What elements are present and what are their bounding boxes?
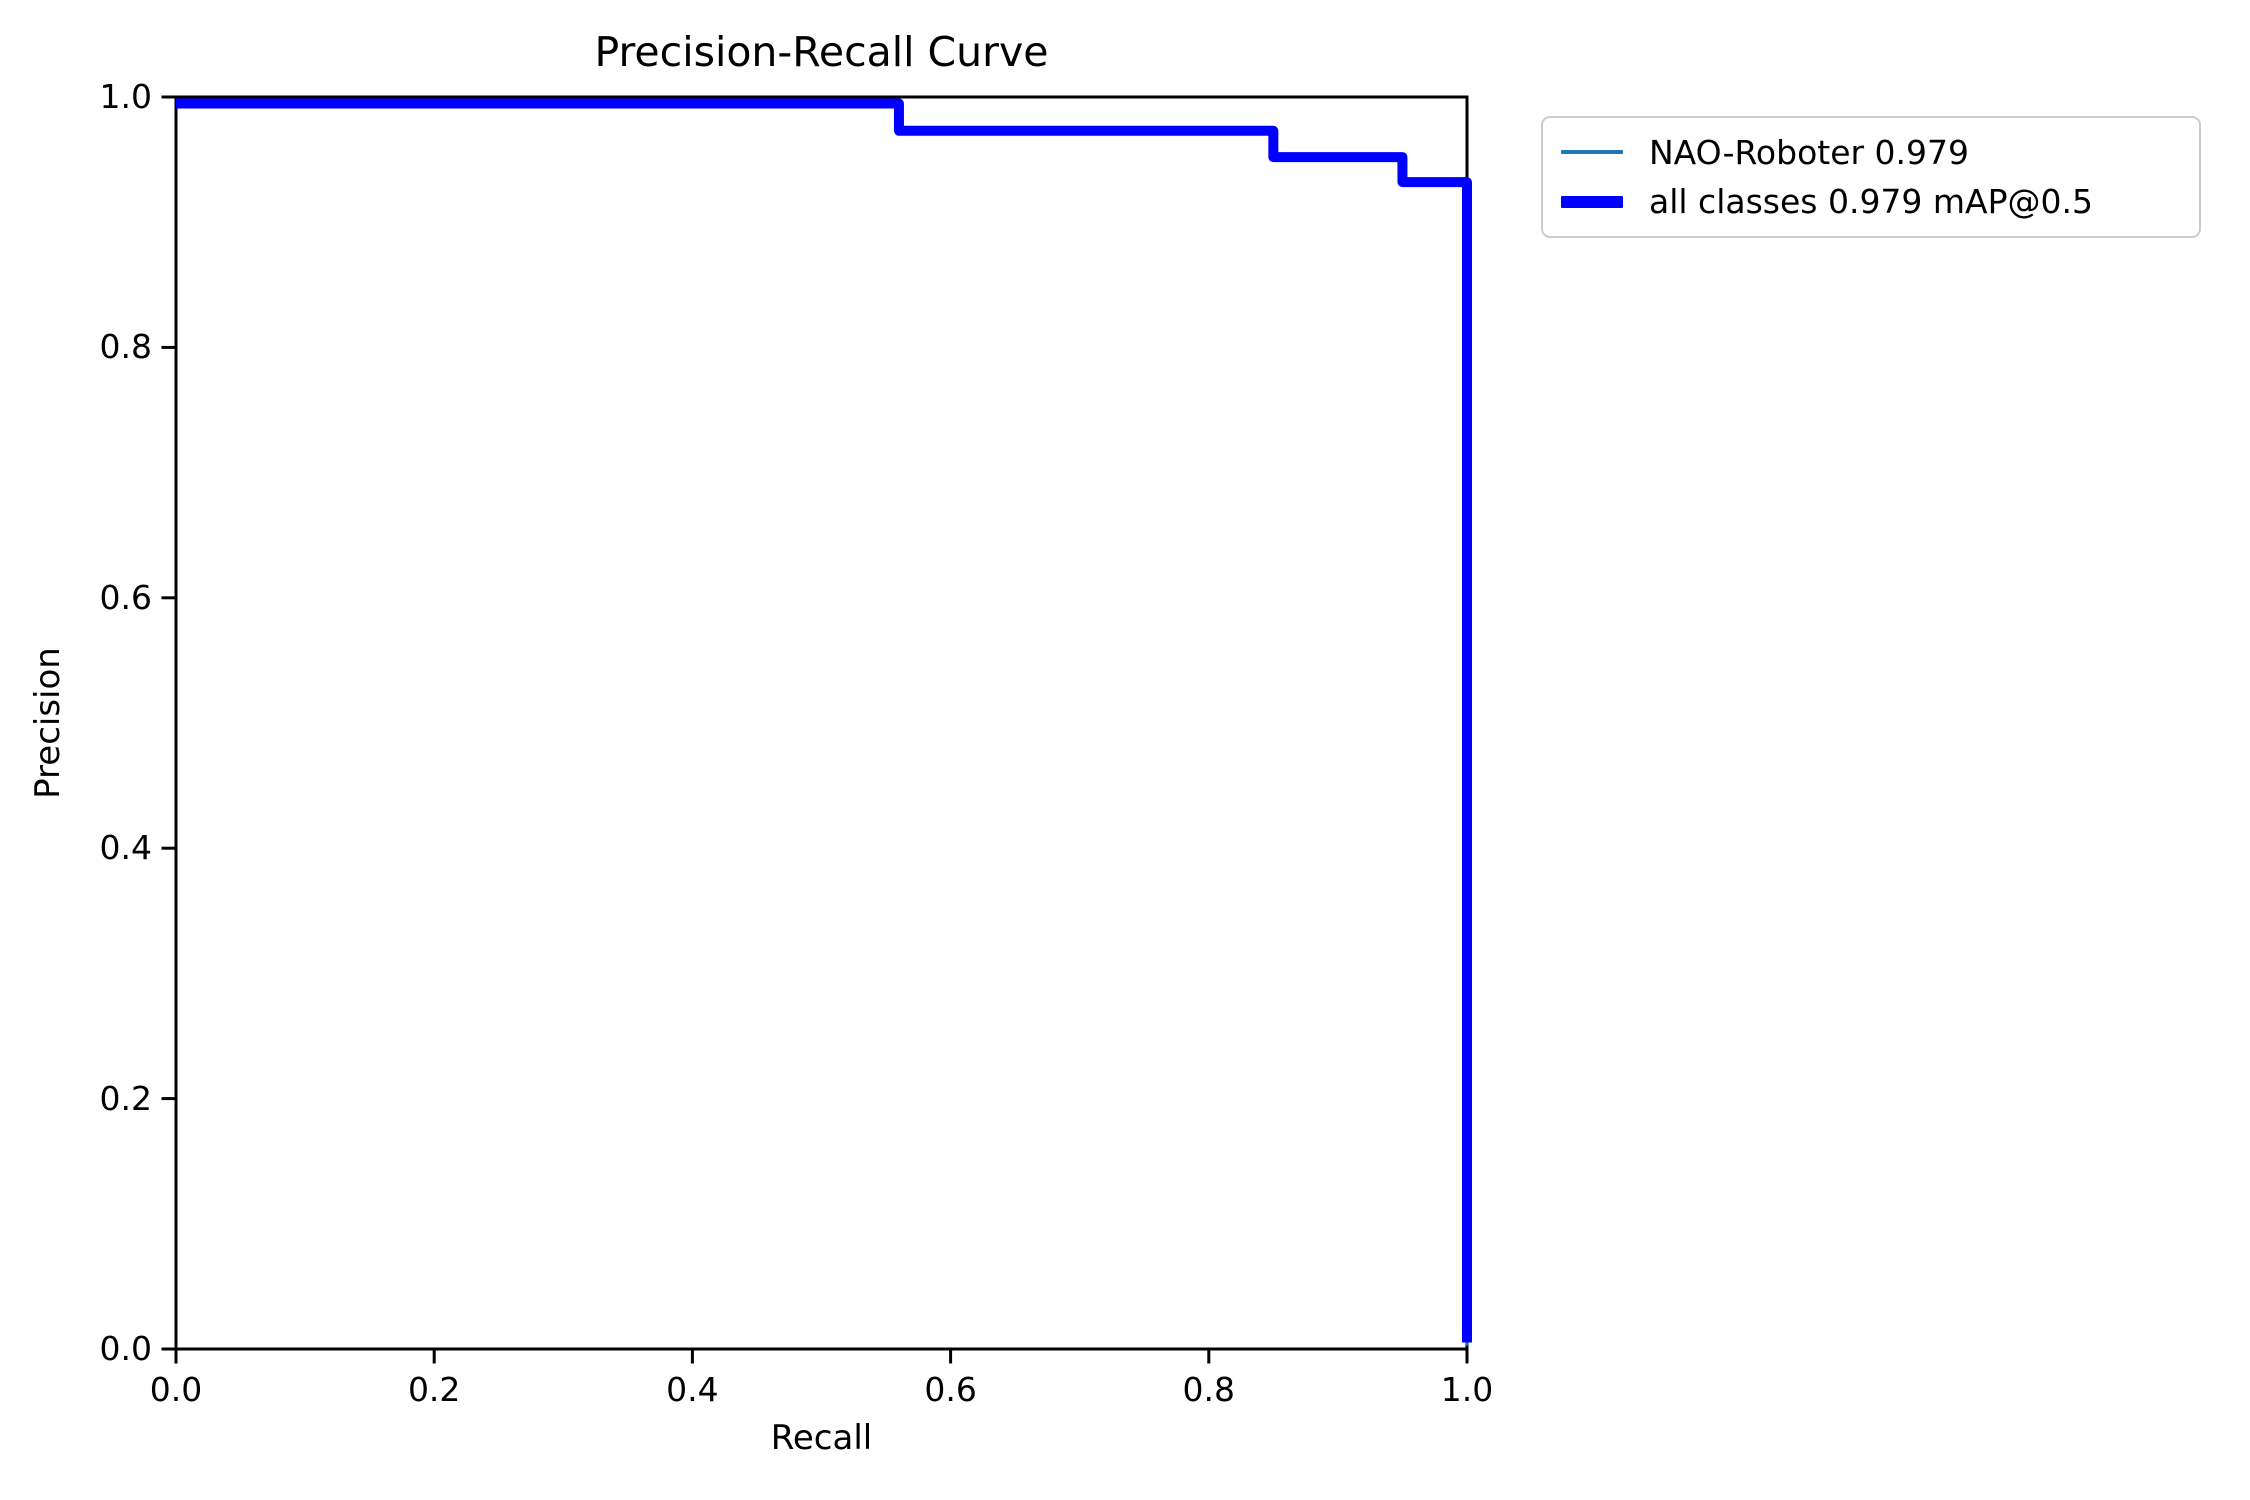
y-tick-label: 0.4 <box>99 828 152 868</box>
x-tick-label: 0.2 <box>407 1370 461 1409</box>
x-tick-label: 1.0 <box>1440 1370 1494 1409</box>
x-tick-label: 0.0 <box>149 1370 203 1409</box>
x-tick-label: 0.4 <box>666 1370 719 1409</box>
y-tick-label: 0.2 <box>99 1078 152 1118</box>
legend-line-sample-thin <box>1561 150 1623 155</box>
legend-item: NAO-Roboter 0.979 <box>1561 133 2181 172</box>
chart-title: Precision-Recall Curve <box>594 28 1049 76</box>
y-tick-label: 0.8 <box>99 327 152 367</box>
legend-line-sample-thick <box>1561 195 1623 208</box>
pr-curve-all-classes <box>176 98 1472 1343</box>
pr-curve-nao-roboter <box>176 98 1469 1346</box>
y-tick-label: 0.0 <box>99 1329 152 1368</box>
x-tick-label: 0.8 <box>1182 1370 1236 1409</box>
legend-label: NAO-Roboter 0.979 <box>1649 132 1970 172</box>
legend-label: all classes 0.979 mAP@0.5 <box>1649 182 2094 222</box>
y-tick-label: 0.6 <box>99 577 152 617</box>
y-tick-label: 1.0 <box>99 77 152 116</box>
y-axis-label: Precision <box>28 647 68 799</box>
x-tick-label: 0.6 <box>924 1370 977 1409</box>
legend-item: all classes 0.979 mAP@0.5 <box>1561 182 2181 221</box>
legend: NAO-Roboter 0.979 all classes 0.979 mAP@… <box>1541 116 2201 238</box>
plot-border <box>174 95 1469 1351</box>
x-axis-label: Recall <box>770 1418 873 1458</box>
